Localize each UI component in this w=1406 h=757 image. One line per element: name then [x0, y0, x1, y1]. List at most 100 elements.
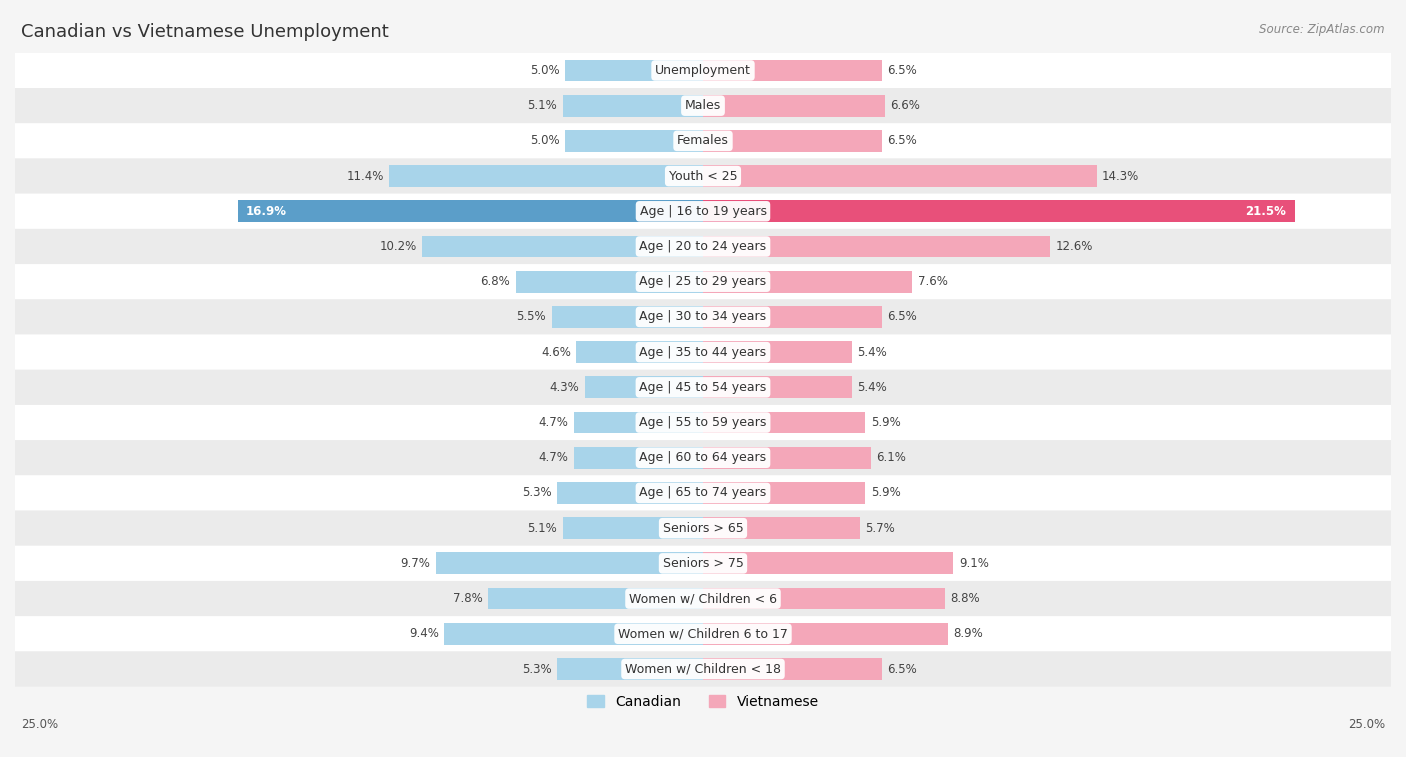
Text: 4.3%: 4.3% — [550, 381, 579, 394]
Text: 12.6%: 12.6% — [1056, 240, 1092, 253]
FancyBboxPatch shape — [15, 581, 1391, 616]
Text: 21.5%: 21.5% — [1246, 205, 1286, 218]
Text: 8.8%: 8.8% — [950, 592, 980, 605]
FancyBboxPatch shape — [15, 369, 1391, 405]
Bar — [703, 341, 852, 363]
Bar — [703, 271, 912, 293]
Bar — [422, 235, 703, 257]
Bar — [703, 658, 882, 680]
Bar — [562, 517, 703, 539]
Bar — [703, 517, 860, 539]
Text: Women w/ Children < 6: Women w/ Children < 6 — [628, 592, 778, 605]
Bar — [576, 341, 703, 363]
Bar — [565, 130, 703, 152]
Text: Females: Females — [678, 135, 728, 148]
Text: 25.0%: 25.0% — [1348, 718, 1385, 731]
Bar — [703, 623, 948, 645]
Text: Age | 35 to 44 years: Age | 35 to 44 years — [640, 346, 766, 359]
Text: 4.7%: 4.7% — [538, 416, 568, 429]
FancyBboxPatch shape — [15, 651, 1391, 687]
Text: 9.7%: 9.7% — [401, 557, 430, 570]
Text: 5.7%: 5.7% — [865, 522, 896, 534]
Bar — [444, 623, 703, 645]
Bar — [703, 95, 884, 117]
FancyBboxPatch shape — [15, 53, 1391, 88]
Text: 5.4%: 5.4% — [858, 381, 887, 394]
Text: 4.6%: 4.6% — [541, 346, 571, 359]
Text: 8.9%: 8.9% — [953, 628, 983, 640]
Text: 5.1%: 5.1% — [527, 522, 557, 534]
Text: 14.3%: 14.3% — [1102, 170, 1139, 182]
Text: 6.5%: 6.5% — [887, 135, 917, 148]
Text: 5.5%: 5.5% — [516, 310, 546, 323]
Bar — [557, 658, 703, 680]
Bar — [565, 60, 703, 81]
FancyBboxPatch shape — [15, 264, 1391, 299]
Text: Youth < 25: Youth < 25 — [669, 170, 737, 182]
Text: Women w/ Children < 18: Women w/ Children < 18 — [626, 662, 780, 675]
Text: Canadian vs Vietnamese Unemployment: Canadian vs Vietnamese Unemployment — [21, 23, 389, 41]
Text: 5.3%: 5.3% — [522, 662, 551, 675]
Text: 9.1%: 9.1% — [959, 557, 988, 570]
Text: Seniors > 65: Seniors > 65 — [662, 522, 744, 534]
Text: Age | 25 to 29 years: Age | 25 to 29 years — [640, 276, 766, 288]
Text: Age | 60 to 64 years: Age | 60 to 64 years — [640, 451, 766, 464]
Text: 6.1%: 6.1% — [876, 451, 907, 464]
FancyBboxPatch shape — [15, 510, 1391, 546]
Text: 5.1%: 5.1% — [527, 99, 557, 112]
Text: 25.0%: 25.0% — [21, 718, 58, 731]
Text: Age | 16 to 19 years: Age | 16 to 19 years — [640, 205, 766, 218]
Text: 6.8%: 6.8% — [481, 276, 510, 288]
Text: 5.9%: 5.9% — [870, 487, 901, 500]
Text: 6.5%: 6.5% — [887, 310, 917, 323]
Text: 5.0%: 5.0% — [530, 64, 560, 77]
Text: Unemployment: Unemployment — [655, 64, 751, 77]
Text: Women w/ Children 6 to 17: Women w/ Children 6 to 17 — [619, 628, 787, 640]
Bar — [488, 587, 703, 609]
Text: 16.9%: 16.9% — [246, 205, 287, 218]
Bar — [585, 376, 703, 398]
Bar — [703, 201, 1295, 223]
FancyBboxPatch shape — [15, 405, 1391, 440]
Text: Age | 20 to 24 years: Age | 20 to 24 years — [640, 240, 766, 253]
Bar — [574, 447, 703, 469]
Text: 10.2%: 10.2% — [380, 240, 416, 253]
Bar — [562, 95, 703, 117]
Bar — [703, 587, 945, 609]
Bar — [703, 306, 882, 328]
Text: 4.7%: 4.7% — [538, 451, 568, 464]
Bar — [703, 60, 882, 81]
Bar — [516, 271, 703, 293]
FancyBboxPatch shape — [15, 475, 1391, 510]
Text: 6.6%: 6.6% — [890, 99, 920, 112]
Bar — [436, 553, 703, 575]
Text: 7.6%: 7.6% — [918, 276, 948, 288]
Bar — [703, 376, 852, 398]
FancyBboxPatch shape — [15, 123, 1391, 158]
Legend: Canadian, Vietnamese: Canadian, Vietnamese — [582, 690, 824, 715]
Text: Age | 65 to 74 years: Age | 65 to 74 years — [640, 487, 766, 500]
FancyBboxPatch shape — [15, 229, 1391, 264]
FancyBboxPatch shape — [15, 88, 1391, 123]
Bar — [574, 412, 703, 434]
Text: 5.3%: 5.3% — [522, 487, 551, 500]
Bar — [238, 201, 703, 223]
Bar — [703, 235, 1050, 257]
Bar — [703, 447, 870, 469]
Bar — [389, 165, 703, 187]
Text: 11.4%: 11.4% — [346, 170, 384, 182]
FancyBboxPatch shape — [15, 158, 1391, 194]
FancyBboxPatch shape — [15, 616, 1391, 651]
FancyBboxPatch shape — [15, 335, 1391, 369]
Text: Males: Males — [685, 99, 721, 112]
Bar — [703, 165, 1097, 187]
FancyBboxPatch shape — [15, 194, 1391, 229]
Text: 7.8%: 7.8% — [453, 592, 482, 605]
FancyBboxPatch shape — [15, 299, 1391, 335]
Text: Age | 45 to 54 years: Age | 45 to 54 years — [640, 381, 766, 394]
Text: 9.4%: 9.4% — [409, 628, 439, 640]
Text: 6.5%: 6.5% — [887, 662, 917, 675]
Text: Age | 55 to 59 years: Age | 55 to 59 years — [640, 416, 766, 429]
Text: 5.9%: 5.9% — [870, 416, 901, 429]
Bar — [703, 412, 865, 434]
